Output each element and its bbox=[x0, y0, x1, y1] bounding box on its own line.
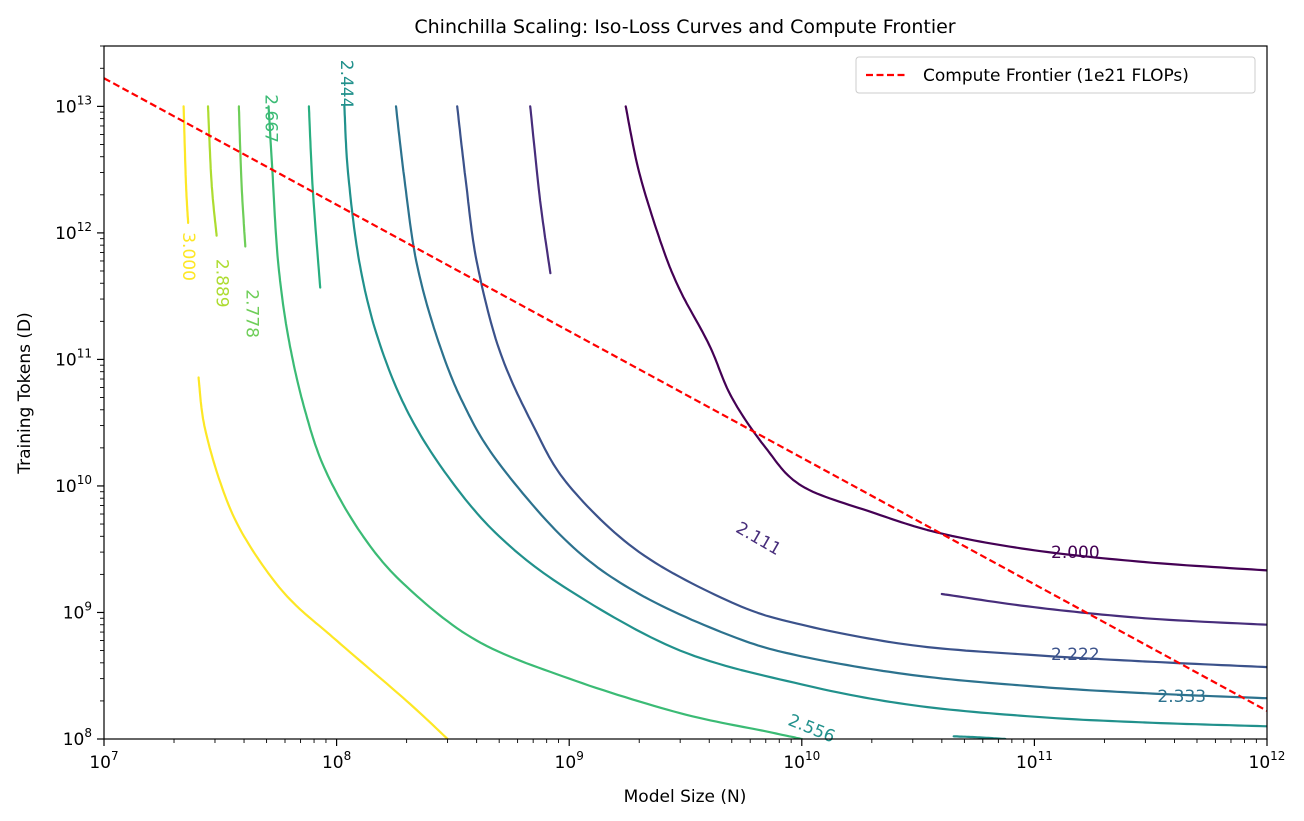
contour-label: 2.222 bbox=[1051, 645, 1100, 665]
contour-label: 2.000 bbox=[1051, 543, 1100, 563]
compute-frontier-line bbox=[104, 77, 1267, 712]
y-tick-label: 1012 bbox=[55, 220, 92, 244]
legend-box bbox=[855, 56, 1256, 94]
iso-loss-curve-2-222 bbox=[456, 105, 1267, 669]
contour-label: 2.889 bbox=[211, 259, 231, 308]
x-tick-label: 108 bbox=[322, 749, 351, 773]
iso-loss-curve-2-778 bbox=[237, 105, 247, 248]
y-tick-label: 1013 bbox=[55, 93, 92, 117]
chart-title: Chinchilla Scaling: Iso-Loss Curves and … bbox=[414, 16, 955, 38]
x-axis-label: Model Size (N) bbox=[624, 787, 747, 807]
iso-loss-curve-2-889 bbox=[206, 105, 218, 237]
iso-loss-curve-3-000 bbox=[197, 376, 449, 739]
contour-label: 2.667 bbox=[261, 94, 281, 143]
iso-loss-curve-2-667 bbox=[267, 105, 803, 739]
contour-label: 2.444 bbox=[336, 60, 356, 109]
x-tick-label: 1011 bbox=[1016, 749, 1053, 773]
iso-loss-curve-2-333 bbox=[394, 105, 1267, 700]
y-axis: 108 109 1010 1011 1012 1013 bbox=[55, 45, 104, 750]
iso-loss-curve-2-111 bbox=[529, 105, 552, 275]
curves-layer bbox=[104, 77, 1267, 739]
legend-frontier-label: Compute Frontier (1e21 FLOPs) bbox=[923, 66, 1189, 86]
contour-label: 2.778 bbox=[241, 289, 261, 338]
axes-frame bbox=[103, 45, 1268, 740]
y-axis-label: Training Tokens (D) bbox=[15, 312, 35, 474]
y-tick-label: 1011 bbox=[55, 346, 92, 370]
x-axis: 107 108 109 1010 1011 1012 bbox=[89, 739, 1285, 773]
iso-loss-curve-2-111 bbox=[940, 592, 1267, 626]
x-tick-label: 1012 bbox=[1249, 749, 1286, 773]
iso-loss-curve-2-000 bbox=[624, 105, 1267, 572]
legend: Compute Frontier (1e21 FLOPs) bbox=[855, 56, 1256, 94]
contour-label: 2.333 bbox=[1157, 687, 1206, 707]
iso-loss-curve-3-000 bbox=[182, 105, 190, 224]
y-tick-label: 108 bbox=[63, 726, 92, 750]
x-tick-label: 107 bbox=[89, 749, 118, 773]
contour-label: 3.000 bbox=[178, 232, 198, 281]
y-tick-label: 109 bbox=[63, 599, 92, 623]
y-tick-label: 1010 bbox=[55, 473, 92, 497]
iso-loss-curve-2-444 bbox=[343, 105, 1267, 728]
x-tick-label: 1010 bbox=[783, 749, 820, 773]
x-tick-label: 109 bbox=[555, 749, 584, 773]
iso-loss-curve-2-556 bbox=[307, 105, 322, 289]
